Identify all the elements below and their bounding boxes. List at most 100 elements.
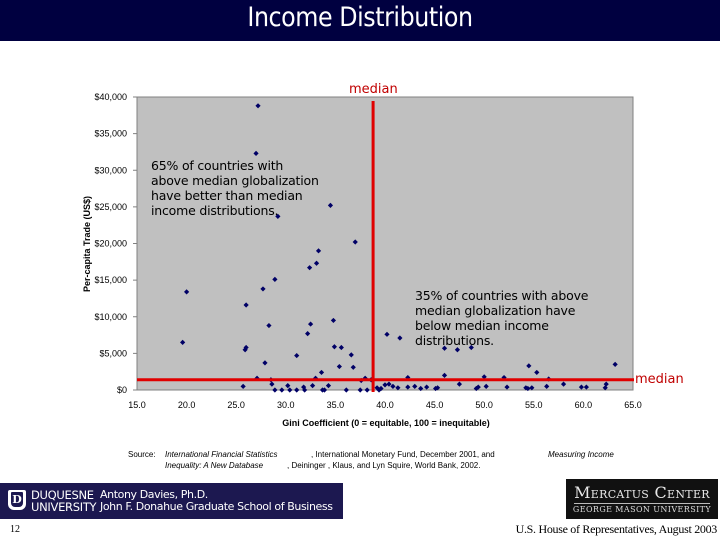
data-point [285,383,291,389]
annotation-right: 35% of countries with above median globa… [415,288,588,348]
data-point [378,385,384,392]
annotation-left-line: have better than median [151,188,303,203]
x-tick-label: 20.0 [178,400,196,410]
data-point [434,385,441,391]
data-point [309,383,316,389]
data-point [374,385,380,391]
mercatus-university: GEORGE MASON UNIVERSITY [572,505,712,514]
data-point [357,387,363,393]
source-text-1: , International Monetary Fund, December … [311,450,495,459]
data-point [603,381,609,387]
source-title-2b: Inequality: A New Database [165,461,264,470]
data-point [468,344,474,351]
scatter-chart: $0 $5,000 $10,000 $15,000 $20,000 $25,000 $30,… [82,92,642,428]
data-point [287,387,293,393]
data-point [352,239,358,245]
data-point [242,347,248,353]
source-prefix: Source: [128,450,156,459]
data-point [348,352,354,358]
data-point [255,103,261,109]
data-point [279,387,285,393]
author-school: John F. Donahue Graduate School of Busin… [100,500,333,513]
data-point [266,322,272,329]
venue-date: U.S. House of Representatives, August 20… [515,522,718,536]
data-point [305,330,311,337]
y-tick-label: $25,000 [94,202,127,212]
data-point [315,248,322,254]
x-tick-label: 25.0 [227,400,245,410]
annotation-left-line: 65% of countries with [151,158,284,173]
data-point [432,385,439,392]
data-point [336,363,342,370]
data-point [318,369,325,376]
data-point [612,361,618,367]
y-tick-label: $10,000 [94,312,127,322]
data-point [253,150,259,157]
data-point [321,387,328,393]
x-tick-label: 45.0 [426,400,444,410]
data-point [424,384,430,390]
data-point [350,364,356,370]
y-tick-label: $30,000 [94,165,127,175]
duquesne-banner: D DUQUESNE UNIVERSITY Antony Davies, Ph.… [0,483,343,519]
data-point [272,276,278,282]
x-tick-label: 60.0 [575,400,593,410]
data-point [534,369,540,376]
data-point [456,381,462,387]
data-point [560,381,567,387]
data-point [405,374,411,381]
y-tick-label: $40,000 [94,92,127,102]
data-point [338,344,344,351]
source-title-2a: Measuring Income [548,450,614,459]
x-tick-label: 30.0 [277,400,295,410]
data-point [272,387,278,393]
data-point [294,352,300,359]
x-tick-label: 65.0 [624,400,642,410]
data-point [441,345,448,351]
data-point [384,331,390,337]
page-number: 12 [10,524,20,535]
data-point [327,202,334,209]
data-point [313,260,320,266]
data-point [529,385,535,391]
data-point [544,383,550,389]
university-line-1: DUQUESNE [31,488,94,502]
x-tick-label: 35.0 [327,400,345,410]
data-point [390,383,396,389]
data-point [475,384,481,390]
source-title-1: International Financial Statistics [165,450,278,459]
university-name: DUQUESNE UNIVERSITY [31,488,97,514]
slide-title: Income Distribution [247,2,473,33]
data-point [412,383,418,389]
data-point [583,384,589,390]
annotation-left: 65% of countries with above median globa… [151,158,319,218]
y-axis: $0 $5,000 $10,000 $15,000 $20,000 $25,000 $30,… [94,92,137,395]
university-line-2: UNIVERSITY [31,500,97,514]
median-label-right: median [635,372,684,387]
data-point [602,385,608,391]
data-point [501,374,507,381]
annotation-right-line: distributions. [415,333,494,348]
data-point [386,381,392,387]
x-axis: 15.0 20.0 25.0 30.0 35.0 40.0 45.0 50.0 55.0 60.0… [128,400,642,410]
data-point [504,384,510,390]
data-point [180,339,186,345]
duquesne-shield-icon: D [8,490,26,510]
data-point [473,385,479,392]
data-point [395,385,401,391]
annotation-right-line: 35% of countries with above [415,288,589,303]
author-info: Antony Davies, Ph.D. John F. Donahue Gra… [100,489,333,513]
data-point [294,387,300,393]
data-point [331,344,338,350]
data-point [240,383,246,389]
data-point [307,265,313,271]
title-bar: Income Distribution [0,0,720,41]
data-point [325,383,332,389]
data-point [364,387,370,393]
data-point [308,321,314,327]
data-point [269,381,275,387]
data-point [330,317,337,324]
data-point [483,383,489,389]
shield-letter: D [11,492,23,507]
data-point [382,382,388,388]
